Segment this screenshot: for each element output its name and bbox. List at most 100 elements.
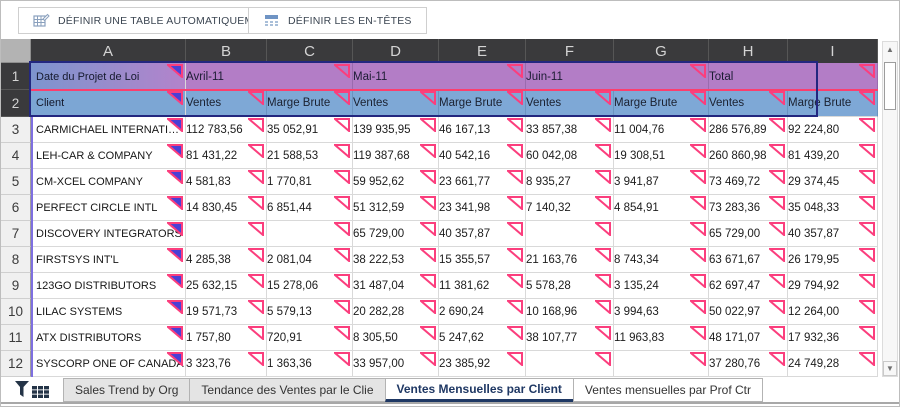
value-cell[interactable]: 4 854,91 xyxy=(614,195,709,221)
client-name-cell[interactable]: LEH-CAR & COMPANY xyxy=(31,143,186,169)
sheet-tab-2[interactable]: Tendance des Ventes par le Clie xyxy=(189,378,386,402)
row-header-8[interactable]: 8 xyxy=(1,247,31,273)
value-cell[interactable] xyxy=(526,351,614,377)
value-cell[interactable] xyxy=(186,221,267,247)
client-name-cell[interactable]: ATX DISTRIBUTORS xyxy=(31,325,186,351)
value-cell[interactable]: 5 578,28 xyxy=(526,273,614,299)
value-cell[interactable] xyxy=(614,351,709,377)
row-header-12[interactable]: 12 xyxy=(1,351,31,377)
month-header-cell[interactable]: Mai-11 xyxy=(353,63,526,90)
metric-header-cell[interactable]: Ventes xyxy=(709,90,788,117)
value-cell[interactable]: 3 941,87 xyxy=(614,169,709,195)
value-cell[interactable]: 3 994,63 xyxy=(614,299,709,325)
value-cell[interactable]: 11 381,62 xyxy=(439,273,526,299)
value-cell[interactable]: 21 588,53 xyxy=(267,143,353,169)
value-cell[interactable]: 139 935,95 xyxy=(353,117,439,143)
value-cell[interactable]: 33 957,00 xyxy=(353,351,439,377)
row-header-1[interactable]: 1 xyxy=(1,63,31,90)
scroll-up-button[interactable]: ▲ xyxy=(883,42,897,57)
value-cell[interactable]: 7 140,32 xyxy=(526,195,614,221)
sheet-tab-3[interactable]: Ventes Mensuelles par Client xyxy=(384,378,574,402)
value-cell[interactable]: 73 469,72 xyxy=(709,169,788,195)
select-all-corner[interactable] xyxy=(1,39,31,63)
metric-header-cell[interactable]: Ventes xyxy=(353,90,439,117)
row-header-2[interactable]: 2 xyxy=(1,90,31,117)
value-cell[interactable]: 6 851,44 xyxy=(267,195,353,221)
value-cell[interactable]: 46 167,13 xyxy=(439,117,526,143)
value-cell[interactable]: 59 952,62 xyxy=(353,169,439,195)
value-cell[interactable]: 51 312,59 xyxy=(353,195,439,221)
value-cell[interactable]: 38 222,53 xyxy=(353,247,439,273)
value-cell[interactable]: 1 757,80 xyxy=(186,325,267,351)
define-headers-button[interactable]: DÉFINIR LES EN-TÊTES xyxy=(248,7,427,34)
value-cell[interactable]: 1 363,36 xyxy=(267,351,353,377)
month-header-cell[interactable]: Juin-11 xyxy=(526,63,709,90)
value-cell[interactable]: 35 052,91 xyxy=(267,117,353,143)
value-cell[interactable]: 10 168,96 xyxy=(526,299,614,325)
metric-header-cell[interactable]: Marge Brute xyxy=(267,90,353,117)
value-cell[interactable]: 17 932,36 xyxy=(788,325,878,351)
value-cell[interactable]: 4 581,83 xyxy=(186,169,267,195)
scroll-thumb[interactable] xyxy=(884,62,896,110)
value-cell[interactable]: 50 022,97 xyxy=(709,299,788,325)
month-header-cell[interactable]: Total xyxy=(709,63,878,90)
metric-header-cell[interactable]: Marge Brute xyxy=(439,90,526,117)
column-header-e[interactable]: E xyxy=(439,39,526,63)
client-name-cell[interactable]: DISCOVERY INTEGRATORS xyxy=(31,221,186,247)
value-cell[interactable]: 720,91 xyxy=(267,325,353,351)
sheet-tab-1[interactable]: Sales Trend by Org xyxy=(63,378,191,402)
value-cell[interactable]: 29 794,92 xyxy=(788,273,878,299)
value-cell[interactable]: 92 224,80 xyxy=(788,117,878,143)
value-cell[interactable]: 19 308,51 xyxy=(614,143,709,169)
client-name-cell[interactable]: CM-XCEL COMPANY xyxy=(31,169,186,195)
row-header-6[interactable]: 6 xyxy=(1,195,31,221)
column-header-f[interactable]: F xyxy=(526,39,614,63)
value-cell[interactable]: 33 857,38 xyxy=(526,117,614,143)
value-cell[interactable]: 23 661,77 xyxy=(439,169,526,195)
sheet-tab-4[interactable]: Ventes mensuelles par Prof Ctr xyxy=(572,378,763,402)
value-cell[interactable]: 62 697,47 xyxy=(709,273,788,299)
client-name-cell[interactable]: PERFECT CIRCLE INTL xyxy=(31,195,186,221)
value-cell[interactable]: 119 387,68 xyxy=(353,143,439,169)
value-cell[interactable]: 8 935,27 xyxy=(526,169,614,195)
metric-header-cell[interactable]: Ventes xyxy=(186,90,267,117)
value-cell[interactable]: 4 285,38 xyxy=(186,247,267,273)
metric-header-cell[interactable]: Ventes xyxy=(526,90,614,117)
define-table-button[interactable]: DÉFINIR UNE TABLE AUTOMATIQUEMENT xyxy=(18,7,291,34)
client-name-cell[interactable]: SYSCORP ONE OF CANADA xyxy=(31,351,186,377)
value-cell[interactable]: 81 439,20 xyxy=(788,143,878,169)
value-cell[interactable]: 65 729,00 xyxy=(709,221,788,247)
row-header-11[interactable]: 11 xyxy=(1,325,31,351)
value-cell[interactable]: 11 004,76 xyxy=(614,117,709,143)
value-cell[interactable]: 65 729,00 xyxy=(353,221,439,247)
column-header-c[interactable]: C xyxy=(267,39,353,63)
value-cell[interactable]: 23 341,98 xyxy=(439,195,526,221)
value-cell[interactable]: 1 770,81 xyxy=(267,169,353,195)
value-cell[interactable]: 286 576,89 xyxy=(709,117,788,143)
value-cell[interactable]: 260 860,98 xyxy=(709,143,788,169)
value-cell[interactable] xyxy=(526,221,614,247)
row-header-7[interactable]: 7 xyxy=(1,221,31,247)
scroll-down-button[interactable]: ▼ xyxy=(883,361,897,376)
metric-header-cell[interactable]: Marge Brute xyxy=(614,90,709,117)
row-header-10[interactable]: 10 xyxy=(1,299,31,325)
value-cell[interactable]: 21 163,76 xyxy=(526,247,614,273)
column-header-a[interactable]: A xyxy=(31,39,186,63)
value-cell[interactable]: 26 179,95 xyxy=(788,247,878,273)
value-cell[interactable]: 60 042,08 xyxy=(526,143,614,169)
row-header-4[interactable]: 4 xyxy=(1,143,31,169)
value-cell[interactable]: 40 542,16 xyxy=(439,143,526,169)
value-cell[interactable]: 40 357,87 xyxy=(788,221,878,247)
row-header-9[interactable]: 9 xyxy=(1,273,31,299)
vertical-scrollbar[interactable]: ▲ ▼ xyxy=(882,41,898,377)
value-cell[interactable]: 40 357,87 xyxy=(439,221,526,247)
column-header-h[interactable]: H xyxy=(709,39,788,63)
value-cell[interactable]: 24 749,28 xyxy=(788,351,878,377)
value-cell[interactable]: 73 283,36 xyxy=(709,195,788,221)
column-header-b[interactable]: B xyxy=(186,39,267,63)
column-header-i[interactable]: I xyxy=(788,39,878,63)
value-cell[interactable]: 8 305,50 xyxy=(353,325,439,351)
client-name-cell[interactable]: 123GO DISTRIBUTORS xyxy=(31,273,186,299)
value-cell[interactable]: 81 431,22 xyxy=(186,143,267,169)
filter-sheets-icon[interactable] xyxy=(1,378,63,402)
